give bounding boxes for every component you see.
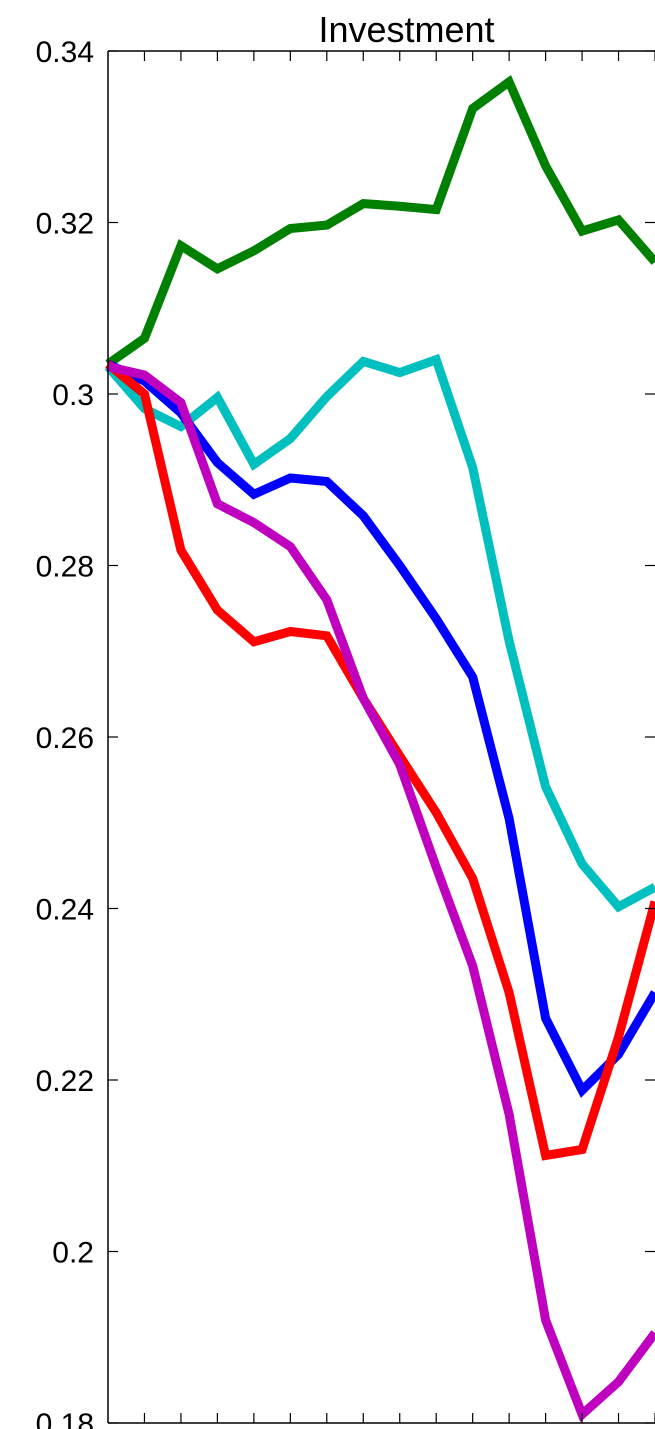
y-tick-label: 0.18 (36, 1408, 94, 1429)
series-line-4 (108, 364, 655, 1156)
chart-title: Investment (318, 9, 494, 50)
y-tick-label: 0.34 (36, 36, 94, 69)
y-tick-label: 0.3 (52, 379, 94, 412)
y-tick-label: 0.28 (36, 551, 94, 584)
y-tick-label: 0.26 (36, 722, 94, 755)
series-lines (108, 82, 655, 1415)
y-tick-label: 0.24 (36, 894, 94, 927)
y-tick-label: 0.22 (36, 1065, 94, 1098)
series-line-1 (108, 82, 655, 364)
series-line-2 (108, 360, 655, 907)
y-tick-label: 0.32 (36, 208, 94, 241)
series-line-5 (108, 367, 655, 1415)
y-tick-labels: 0.18 0.2 0.22 0.24 0.26 0.28 0.3 0.32 0.34 (36, 36, 94, 1429)
y-tick-label: 0.2 (52, 1237, 94, 1270)
